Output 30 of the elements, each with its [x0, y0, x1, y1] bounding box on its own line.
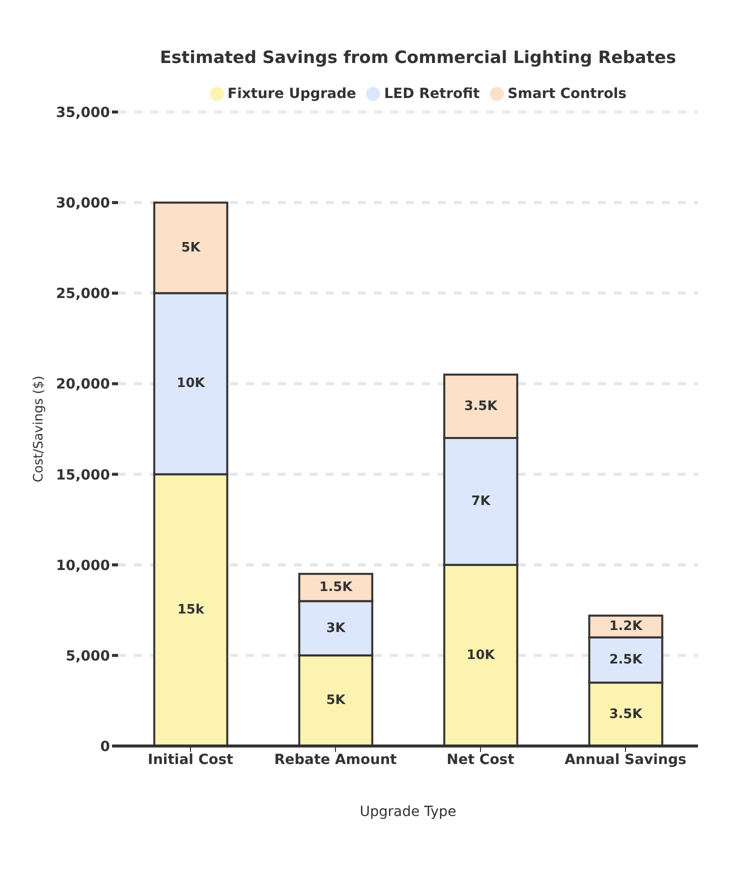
data-label: 10K: [176, 376, 206, 392]
x-tick-label: Initial Cost: [148, 752, 234, 768]
chart-title: Estimated Savings from Commercial Lighting Rebates: [158, 47, 678, 70]
y-tick-label: 10,000: [56, 558, 110, 574]
data-label: 2.5K: [609, 652, 644, 668]
y-tick-label: 5,000: [66, 648, 110, 664]
y-tick-label: 15,000: [56, 467, 110, 484]
data-label: 3K: [326, 620, 346, 636]
y-tick-label: 25,000: [56, 286, 110, 302]
y-axis-title: Cost/Savings ($): [32, 376, 47, 482]
y-tick-label: 35,000: [56, 104, 110, 121]
x-tick-label: Annual Savings: [564, 752, 686, 768]
data-label: 5K: [326, 693, 346, 708]
data-label: 1.2K: [609, 618, 644, 634]
data-label: 3.5K: [609, 706, 644, 722]
data-label: 5K: [181, 240, 202, 256]
data-label: 10K: [466, 648, 496, 663]
data-label: 1.5K: [319, 580, 354, 595]
x-axis-title: Upgrade Type: [360, 804, 456, 820]
y-tick-label: 0: [100, 738, 110, 755]
legend-label: Smart Controls: [508, 86, 626, 102]
legend-label: LED Retrofit: [384, 86, 480, 102]
y-tick-label: 30,000: [56, 196, 110, 212]
y-tick-label: 20,000: [56, 376, 110, 393]
x-tick-label: Rebate Amount: [274, 752, 398, 768]
data-label: 7K: [471, 494, 492, 509]
x-tick-label: Net Cost: [446, 752, 515, 768]
data-label: 15k: [177, 602, 204, 618]
legend-label: Fixture Upgrade: [228, 86, 356, 102]
data-label: 3.5K: [464, 398, 498, 414]
